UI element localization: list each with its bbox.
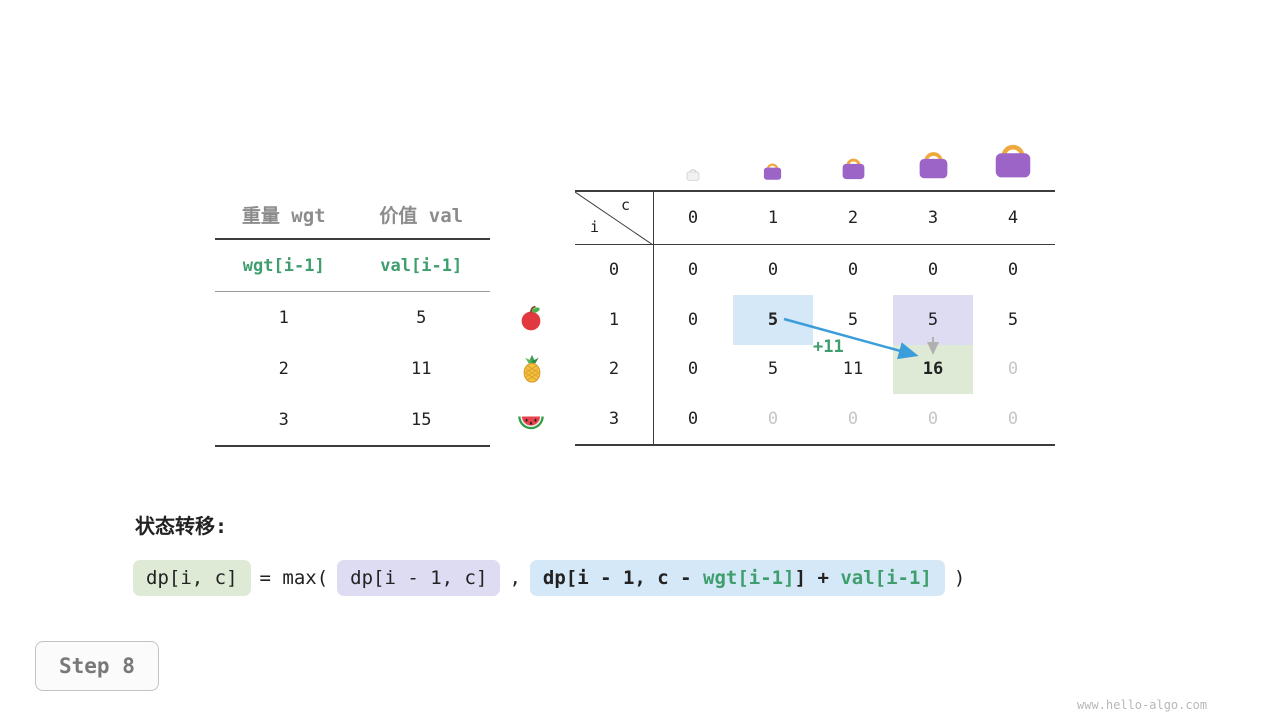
item-row: 3 15 <box>215 394 490 445</box>
item-row: 1 5 <box>215 292 490 343</box>
dp-col-header: 3 <box>927 208 939 228</box>
value-gain-annotation: +11 <box>813 337 844 357</box>
dp-cell: 0 <box>1007 359 1019 380</box>
dp-cell: 11 <box>842 359 864 380</box>
dp-cell: 0 <box>847 409 859 430</box>
wgt-symbol: wgt[i-1] <box>242 255 325 276</box>
capacity-bags-row <box>575 126 1055 186</box>
dp-row-header: 0 <box>608 259 620 280</box>
dp-cell: 0 <box>927 409 939 430</box>
bag-icon-medium <box>839 153 868 182</box>
site-watermark: www.hello-algo.com <box>1077 698 1208 712</box>
dp-cell: 0 <box>767 259 779 280</box>
dp-row: 0 0 0 0 0 0 <box>575 245 1055 295</box>
dp-row: 3 0 0 0 0 0 <box>575 394 1055 444</box>
item-value: 15 <box>411 409 432 430</box>
dp-cell: 0 <box>687 359 699 380</box>
dp-corner-cell: c i <box>575 192 653 245</box>
dp-cell-target-highlight: 16 <box>893 344 973 395</box>
dp-current-term: dp[i, c] <box>133 560 251 596</box>
apple-icon <box>516 303 546 333</box>
item-table-header-row: 重量 wgt 价值 val <box>215 190 490 240</box>
item-weight: 2 <box>278 358 289 379</box>
dp-cell: 0 <box>1007 259 1019 280</box>
row-variable-label: i <box>590 218 600 236</box>
take-term-prefix: dp[i - 1, c - <box>542 567 704 589</box>
take-term-mid: ] + <box>794 567 841 589</box>
formula-eq-max: = max( <box>259 567 329 589</box>
value-column-header: 价值 val <box>379 204 464 227</box>
item-symbol-row: wgt[i-1] val[i-1] <box>215 240 490 292</box>
item-row: 2 11 <box>215 343 490 394</box>
bag-icon-large <box>915 145 952 182</box>
col-variable-label: c <box>621 196 631 214</box>
item-value: 5 <box>416 307 427 328</box>
item-table: 重量 wgt 价值 val wgt[i-1] val[i-1] 1 5 2 11… <box>215 190 490 447</box>
dp-cell: 5 <box>767 359 779 380</box>
step-label: Step 8 <box>59 654 135 678</box>
dp-table-header-row: c i 0 1 2 3 4 <box>575 192 1055 245</box>
val-symbol: val[i-1] <box>380 255 463 276</box>
dp-cell: 0 <box>927 259 939 280</box>
formula-comma: , <box>509 567 521 589</box>
dp-row-header: 1 <box>608 309 620 330</box>
item-value: 11 <box>411 358 432 379</box>
dp-col-header: 0 <box>687 208 699 228</box>
dp-table: c i 0 1 2 3 4 0 0 0 0 0 0 1 0 5 5 5 <box>575 190 1055 446</box>
dp-cell: 0 <box>847 259 859 280</box>
state-transition-label: 状态转移: <box>135 514 228 538</box>
dp-cell: 0 <box>687 309 699 330</box>
step-indicator: Step 8 <box>35 641 159 691</box>
dp-cell: 0 <box>687 259 699 280</box>
state-transition-formula: dp[i, c] = max( dp[i - 1, c] , dp[i - 1,… <box>133 560 965 596</box>
weight-column-header: 重量 wgt <box>241 204 326 227</box>
dp-cell-above-highlight: 5 <box>893 294 973 345</box>
dp-col-header: 2 <box>847 208 859 228</box>
dp-col-header: 1 <box>767 208 779 228</box>
dp-row-header: 2 <box>608 359 620 380</box>
take-term-wgt: wgt[i-1] <box>703 567 795 589</box>
dp-skip-term: dp[i - 1, c] <box>337 560 501 596</box>
dp-cell: 0 <box>1007 409 1019 430</box>
dp-row-header: 3 <box>608 409 620 430</box>
bag-icon-small <box>761 159 784 182</box>
pineapple-icon <box>517 354 547 384</box>
ghost-bag-icon <box>685 166 701 182</box>
item-weight: 1 <box>278 307 289 328</box>
item-weight: 3 <box>278 409 289 430</box>
dp-cell: 0 <box>767 409 779 430</box>
bag-icon-xlarge <box>990 136 1036 182</box>
dp-cell: 0 <box>687 409 699 430</box>
take-term-val: val[i-1] <box>840 567 932 589</box>
corner-diagonal-line <box>575 192 653 245</box>
dp-cell: 5 <box>1007 309 1019 330</box>
formula-close-paren: ) <box>953 567 966 589</box>
dp-take-term: dp[i - 1, c - wgt[i-1]] + val[i-1] <box>529 560 945 596</box>
watermelon-icon <box>516 406 546 436</box>
dp-cell-source-highlight: 5 <box>733 294 813 345</box>
dp-col-header: 4 <box>1007 208 1019 228</box>
